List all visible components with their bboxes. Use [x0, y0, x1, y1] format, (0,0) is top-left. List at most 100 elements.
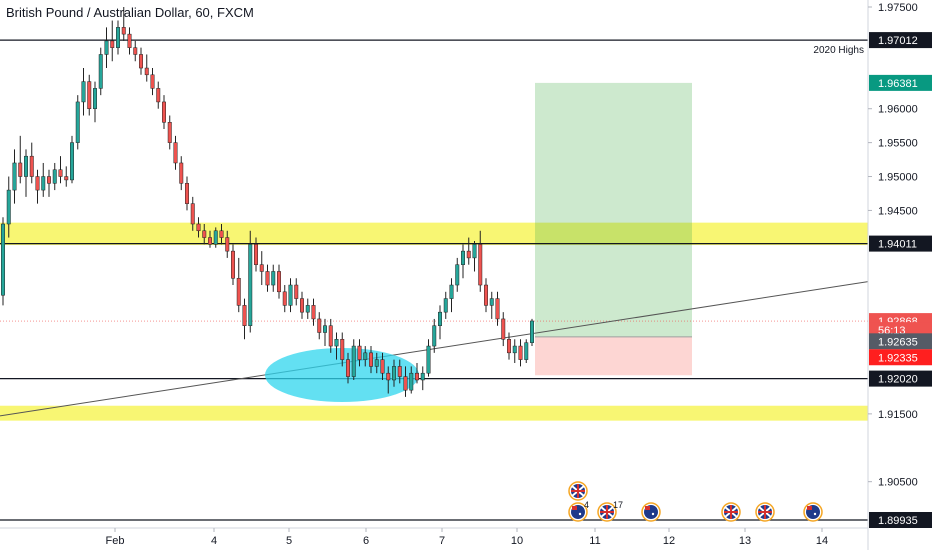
price-tick-label: 1.95500: [878, 138, 918, 150]
candle: [254, 237, 258, 272]
candle-body: [415, 372, 419, 381]
candle: [282, 285, 287, 313]
candle: [64, 166, 69, 187]
candle: [127, 27, 132, 55]
time-tick-label: 10: [511, 535, 523, 547]
candle-body: [386, 372, 391, 381]
uk-flag-icon[interactable]: [755, 502, 775, 522]
candle-body: [41, 176, 46, 191]
candle-body: [346, 359, 350, 377]
candle: [41, 162, 46, 197]
time-axis[interactable]: Feb 4 5 6 7 10 11 12 13 14: [0, 527, 868, 547]
price-label-entry[interactable]: 1.92635: [869, 333, 932, 350]
candle: [397, 359, 402, 384]
candle: [18, 135, 23, 184]
candle: [47, 169, 51, 197]
candle-body: [432, 325, 437, 347]
candle: [294, 278, 299, 306]
au-flag-icon[interactable]: [803, 502, 823, 522]
candle-body: [501, 318, 506, 340]
time-tick-label: 4: [211, 535, 217, 547]
candle-body: [478, 244, 483, 286]
uk-flag-icon[interactable]: 17: [597, 500, 623, 522]
candle-body: [507, 339, 511, 354]
flag-star: [578, 512, 582, 516]
uk-flag-icon[interactable]: [721, 502, 741, 522]
candle: [98, 47, 103, 96]
candle: [311, 298, 316, 326]
candle: [133, 40, 138, 62]
candle: [259, 251, 264, 286]
candle: [179, 156, 184, 191]
candle: [507, 332, 511, 360]
highlight-ellipse[interactable]: [265, 348, 419, 402]
candle: [52, 162, 57, 191]
price-label-bg: [869, 512, 932, 528]
candle: [512, 339, 517, 364]
price-label-text: 1.89935: [878, 515, 918, 527]
candle: [156, 81, 161, 109]
time-tick-label: 13: [739, 535, 751, 547]
candle: [518, 339, 523, 367]
candle: [265, 264, 270, 292]
candle: [478, 230, 483, 292]
candle-body: [495, 298, 500, 320]
au-flag-icon[interactable]: [641, 502, 661, 522]
candle: [489, 291, 494, 319]
candle: [374, 352, 379, 374]
candle: [438, 305, 442, 340]
candle-body: [202, 230, 207, 238]
flag-corner: [572, 506, 577, 510]
uk-flag-icon[interactable]: [568, 481, 588, 501]
candle-body: [294, 284, 299, 299]
candle-body: [420, 372, 425, 381]
price-label-resistance[interactable]: 1.94011: [869, 235, 932, 252]
candle: [524, 339, 529, 364]
price-label-stop-loss[interactable]: 1.92335: [869, 349, 932, 366]
event-count: 4: [584, 500, 589, 510]
price-label-low-line[interactable]: 1.89935: [869, 512, 932, 528]
candle-body: [530, 320, 534, 343]
candle: [495, 291, 500, 326]
candle: [173, 135, 178, 170]
price-tick-label: 1.97500: [878, 2, 918, 14]
price-label-support[interactable]: 1.92020: [869, 370, 932, 387]
price-label-take-profit[interactable]: 1.96381: [869, 74, 932, 91]
candle-body: [231, 250, 235, 279]
candle-body: [311, 305, 316, 320]
candle: [346, 352, 350, 384]
position-tool[interactable]: [535, 82, 692, 376]
candle: [449, 278, 454, 313]
au-flag-icon[interactable]: 4: [568, 500, 589, 522]
candle-body: [93, 88, 97, 109]
candle-body: [70, 142, 74, 181]
candle-body: [271, 271, 276, 286]
price-label-text: 1.94011: [878, 239, 917, 251]
price-label-bg: [869, 349, 932, 366]
price-label-line-2020-high[interactable]: 1.97012: [869, 32, 932, 49]
candle-body: [323, 325, 327, 333]
candle: [484, 278, 488, 313]
loss-zone[interactable]: [535, 336, 692, 376]
price-label-text: 1.92635: [878, 336, 918, 348]
candle: [248, 230, 253, 333]
candle: [75, 95, 80, 150]
candle: [277, 264, 281, 299]
price-axis[interactable]: 1.97500 1.96000 1.95500 1.95000 1.94500 1.915…: [867, 0, 932, 550]
candle-body: [58, 169, 63, 177]
candle: [236, 257, 241, 313]
candle-body: [512, 345, 517, 354]
candle-body: [127, 33, 132, 48]
profit-zone[interactable]: [535, 82, 692, 337]
price-label-bg: [869, 74, 932, 91]
candle: [288, 278, 293, 313]
price-label-bg: [869, 333, 932, 350]
candle: [328, 318, 333, 353]
candle-body: [18, 162, 23, 177]
candle-body: [173, 142, 178, 164]
candle-body: [248, 244, 253, 326]
candle: [432, 318, 437, 353]
candle-body: [156, 88, 161, 103]
